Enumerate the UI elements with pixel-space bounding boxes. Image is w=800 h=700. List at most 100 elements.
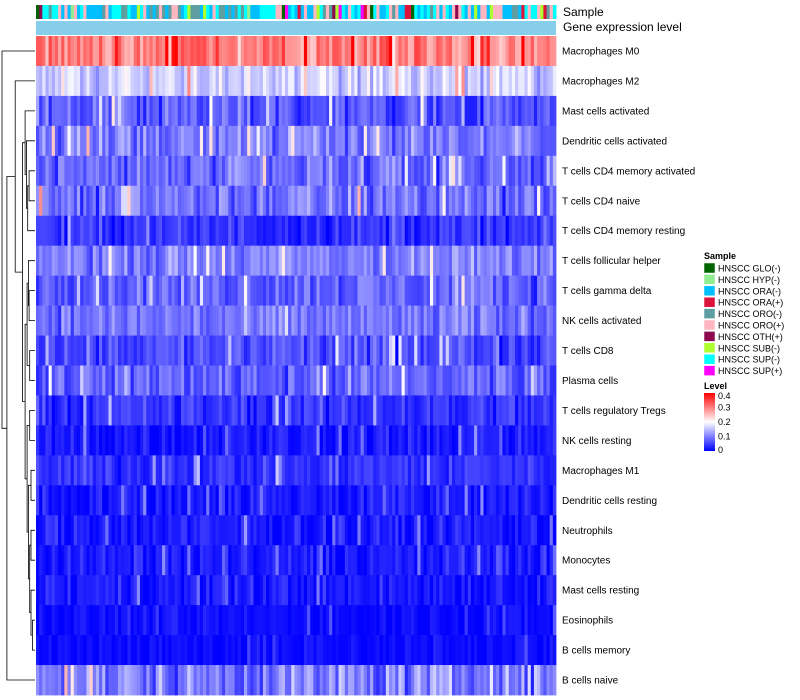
heatmap-cell: [370, 155, 374, 187]
sample-track-cell: [300, 5, 305, 19]
heatmap-cell: [344, 395, 349, 426]
heatmap-cell: [344, 485, 349, 516]
heatmap-cell: [540, 215, 544, 247]
sample-track-cell: [461, 5, 465, 19]
sample-track-cell: [36, 5, 40, 19]
heatmap-cell: [527, 245, 532, 277]
heatmap-cell: [221, 425, 226, 456]
heatmap-cell: [518, 455, 522, 486]
heatmap-cell: [102, 365, 106, 396]
heatmap-cell: [130, 335, 135, 366]
heatmap-cell: [480, 335, 484, 366]
heatmap-cell: [423, 155, 428, 187]
heatmap-cell: [433, 155, 437, 187]
heatmap-cell: [423, 455, 428, 486]
heatmap-cell: [423, 36, 428, 67]
heatmap-cell: [530, 605, 535, 636]
heatmap-cell: [36, 155, 40, 187]
heatmap-cell: [379, 665, 384, 696]
heatmap-cell: [209, 245, 213, 277]
heatmap-cell: [250, 155, 254, 187]
heatmap-cell: [543, 155, 547, 187]
heatmap-cell: [398, 185, 402, 217]
heatmap-cell: [269, 125, 273, 157]
heatmap-cell: [105, 515, 109, 546]
heatmap-cell: [325, 305, 330, 336]
heatmap-cell: [121, 95, 125, 127]
heatmap-cell: [332, 635, 336, 666]
heatmap-cell: [502, 36, 506, 67]
heatmap-cell: [385, 515, 390, 546]
heatmap-cell: [171, 455, 176, 486]
heatmap-cell: [247, 65, 251, 97]
heatmap-cell: [152, 95, 157, 127]
heatmap-cell: [423, 215, 428, 247]
heatmap-cell: [445, 605, 450, 636]
heatmap-cell: [64, 455, 68, 486]
heatmap-cell: [83, 155, 87, 187]
heatmap-cell: [499, 365, 503, 396]
heatmap-cell: [392, 245, 396, 277]
heatmap-cell: [376, 545, 380, 576]
heatmap-cell: [256, 185, 261, 217]
heatmap-cell: [483, 155, 488, 187]
heatmap-cell: [483, 335, 488, 366]
heatmap-cell: [325, 635, 330, 666]
heatmap-cell: [284, 515, 289, 546]
heatmap-cell: [480, 125, 484, 157]
heatmap-cell: [404, 455, 409, 486]
heatmap-cell: [395, 485, 399, 516]
heatmap-cell: [540, 365, 544, 396]
heatmap-cell: [136, 485, 141, 516]
heatmap-cell: [464, 395, 469, 426]
heatmap-cell: [508, 36, 513, 67]
heatmap-cell: [152, 515, 157, 546]
heatmap-cell: [363, 455, 368, 486]
heatmap-cell: [537, 545, 541, 576]
heatmap-cell: [411, 275, 415, 306]
heatmap-cell: [404, 335, 409, 366]
heatmap-cell: [518, 305, 522, 336]
heatmap-cell: [414, 365, 418, 396]
heatmap-cell: [70, 65, 75, 97]
heatmap-cell: [303, 275, 308, 306]
heatmap-cell: [407, 125, 412, 157]
heatmap-cell: [351, 305, 355, 336]
heatmap-cell: [42, 635, 46, 666]
heatmap-cell: [464, 515, 469, 546]
heatmap-cell: [121, 215, 125, 247]
heatmap-cell: [278, 455, 283, 486]
heatmap-cell: [291, 365, 295, 396]
heatmap-cell: [508, 605, 513, 636]
heatmap-cell: [439, 515, 443, 546]
heatmap-cell: [58, 545, 62, 576]
heatmap-cell: [354, 665, 358, 696]
heatmap-cell: [190, 275, 194, 306]
heatmap-cell: [373, 455, 377, 486]
heatmap-cell: [54, 665, 59, 696]
heatmap-cell: [407, 95, 412, 127]
heatmap-cell: [58, 635, 62, 666]
sample-track-cell: [496, 5, 500, 19]
heatmap-cell: [39, 365, 43, 396]
heatmap-cells: [36, 36, 557, 696]
heatmap-cell: [388, 185, 393, 217]
heatmap-cell: [348, 125, 352, 157]
heatmap-cell: [111, 635, 116, 666]
heatmap-cell: [196, 275, 201, 306]
heatmap-cell: [470, 185, 475, 217]
heatmap-cell: [73, 605, 78, 636]
heatmap-cell: [67, 515, 72, 546]
heatmap-cell: [39, 605, 43, 636]
heatmap-cell: [124, 395, 128, 426]
heatmap-cell: [51, 425, 56, 456]
heatmap-cell: [467, 36, 472, 67]
heatmap-cell: [429, 275, 434, 306]
heatmap-cell: [95, 545, 100, 576]
heatmap-cell: [114, 425, 119, 456]
sample-track-cell: [95, 5, 100, 19]
heatmap-cell: [477, 305, 481, 336]
heatmap-cell: [363, 275, 368, 306]
heatmap-cell: [80, 515, 84, 546]
heatmap-cell: [231, 515, 235, 546]
